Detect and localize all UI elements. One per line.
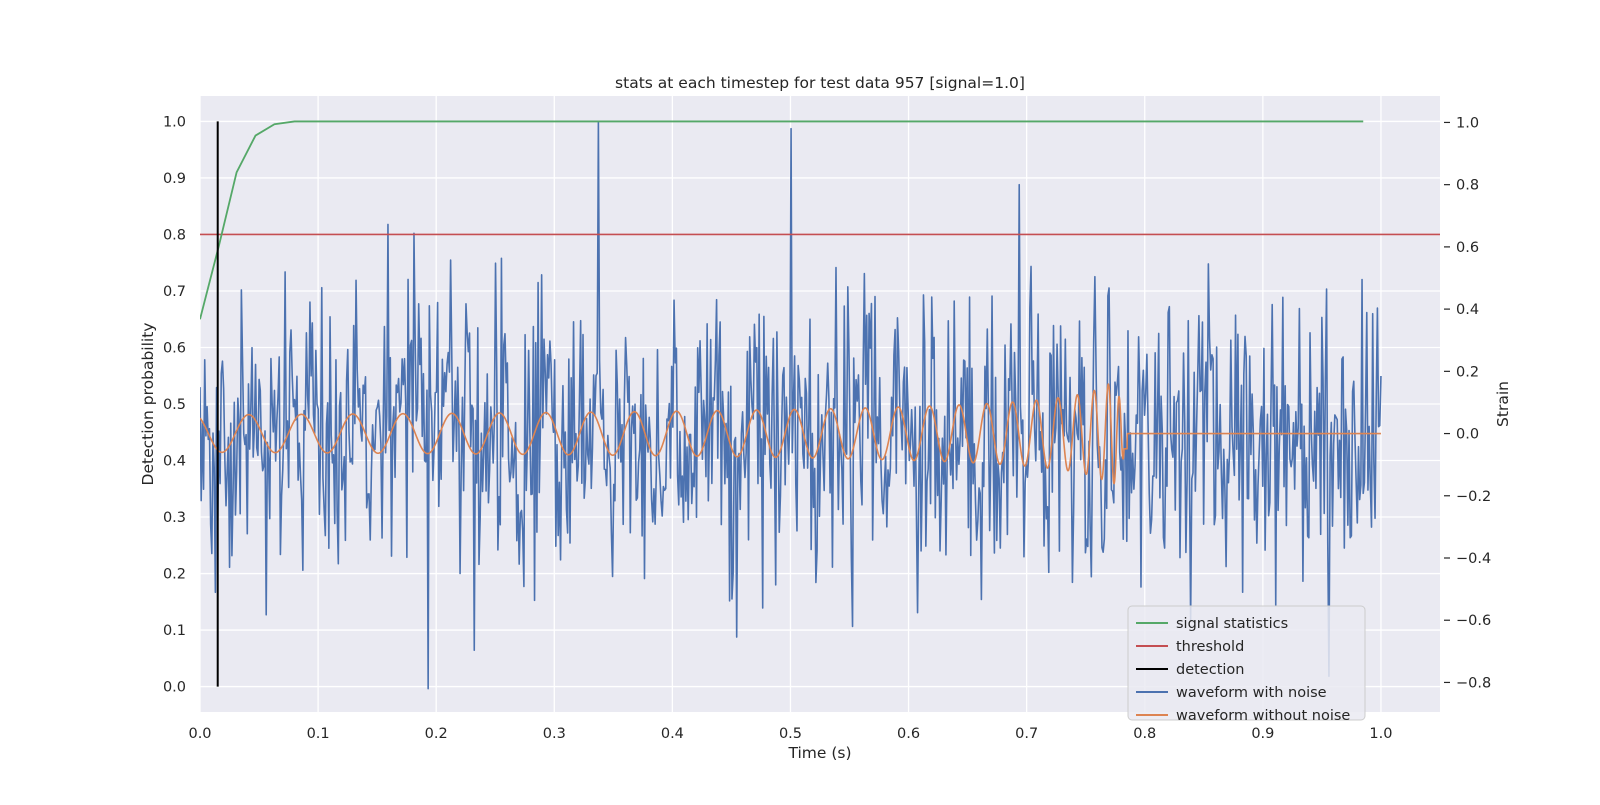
series-layer xyxy=(200,120,1440,690)
x-tick-label: 0.1 xyxy=(307,726,330,742)
y-right-tick-label: −0.8 xyxy=(1456,675,1491,691)
x-tick-label: 1.0 xyxy=(1369,726,1392,742)
y-right-tick-label: 0.8 xyxy=(1456,178,1479,194)
y-left-tick-label: 0.2 xyxy=(163,567,186,583)
x-tick-label: 0.5 xyxy=(779,726,802,742)
y-right-tick-label: 0.2 xyxy=(1456,364,1479,380)
y-right-tick-label: 0.6 xyxy=(1456,240,1479,256)
legend-label: waveform with noise xyxy=(1176,685,1327,701)
y-left-tick-label: 0.3 xyxy=(163,510,186,526)
series-signal-statistics xyxy=(200,120,1364,320)
y-left-tick-label: 0.4 xyxy=(163,454,186,470)
y-left-tick-label: 0.6 xyxy=(163,340,186,356)
x-tick-label: 0.0 xyxy=(188,726,211,742)
x-tick-label: 0.2 xyxy=(425,726,448,742)
x-tick-label: 0.4 xyxy=(661,726,684,742)
y-left-tick-label: 0.7 xyxy=(163,284,186,300)
series-waveform-with-noise xyxy=(200,121,1382,690)
chart-title: stats at each timestep for test data 957… xyxy=(615,74,1025,92)
y-left-tick-label: 0.0 xyxy=(163,680,186,696)
x-tick-label: 0.9 xyxy=(1251,726,1274,742)
legend: signal statistics threshold detection wavef… xyxy=(1127,605,1366,724)
x-tick-label: 0.7 xyxy=(1015,726,1038,742)
y-right-tick-label: 0.0 xyxy=(1456,427,1479,443)
x-tick-label: 0.6 xyxy=(897,726,920,742)
y-left-tick-label: 0.1 xyxy=(163,623,186,639)
y-right-tick-label: −0.2 xyxy=(1456,489,1491,505)
y-right-tick-label: 0.4 xyxy=(1456,302,1479,318)
y-axis-label-right: Strain xyxy=(1494,381,1512,427)
legend-label: detection xyxy=(1176,662,1244,678)
tick-layer: 0.0 0.1 0.2 0.3 0.4 0.5 0.6 0.7 0.8 0.9 1.0 0.0 0.1 0… xyxy=(163,114,1491,742)
x-tick-label: 0.8 xyxy=(1133,726,1156,742)
y-right-tick-label: −0.4 xyxy=(1456,551,1491,567)
y-left-tick-label: 0.9 xyxy=(163,171,186,187)
y-axis-label-left: Detection probability xyxy=(139,323,157,486)
y-left-tick-label: 1.0 xyxy=(163,114,186,130)
legend-label: signal statistics xyxy=(1176,616,1288,632)
x-tick-label: 0.3 xyxy=(543,726,566,742)
series-waveform-without-noise xyxy=(200,383,1382,485)
y-left-tick-label: 0.8 xyxy=(163,227,186,243)
legend-label: waveform without noise xyxy=(1176,708,1350,724)
legend-label: threshold xyxy=(1176,639,1244,655)
x-axis-label: Time (s) xyxy=(787,744,851,762)
y-right-tick-label: 1.0 xyxy=(1456,115,1479,131)
y-right-tick-label: −0.6 xyxy=(1456,613,1491,629)
legend-frame xyxy=(1127,605,1366,721)
y-left-tick-label: 0.5 xyxy=(163,397,186,413)
